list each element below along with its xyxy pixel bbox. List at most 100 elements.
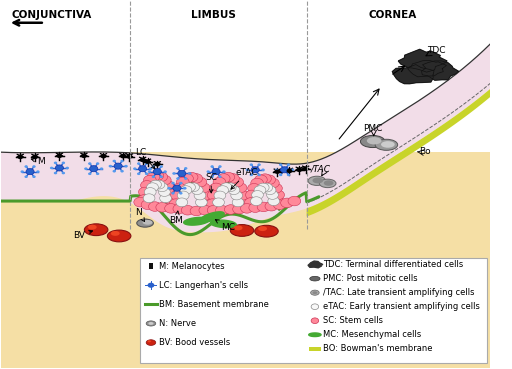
Circle shape [265,201,278,211]
Circle shape [246,190,258,200]
Circle shape [153,180,165,189]
Circle shape [261,169,265,171]
Circle shape [137,162,140,165]
Circle shape [120,160,124,162]
Ellipse shape [108,230,131,242]
Circle shape [156,203,168,212]
Circle shape [201,199,214,208]
Circle shape [291,169,294,171]
Circle shape [221,183,232,192]
Circle shape [143,194,155,203]
Circle shape [224,183,236,192]
Ellipse shape [310,276,320,281]
Circle shape [249,163,253,166]
Ellipse shape [137,219,154,227]
Ellipse shape [147,340,151,342]
Circle shape [281,167,289,173]
Circle shape [212,198,224,207]
Circle shape [245,198,257,207]
Circle shape [251,178,264,188]
Circle shape [188,183,200,192]
Circle shape [267,190,279,199]
Text: M: Melanocytes: M: Melanocytes [159,262,224,270]
Circle shape [311,304,318,310]
Circle shape [145,172,148,175]
Circle shape [84,168,88,170]
Circle shape [152,165,155,168]
Text: MC: Mesenchymal cells: MC: Mesenchymal cells [323,330,421,339]
Circle shape [275,169,279,171]
Circle shape [100,154,106,158]
Circle shape [179,182,183,184]
Circle shape [124,165,127,168]
Circle shape [209,183,222,193]
Circle shape [194,177,207,187]
Polygon shape [309,333,321,337]
Circle shape [158,175,171,185]
Circle shape [232,198,244,207]
Text: N: Nerve: N: Nerve [159,319,196,328]
Text: /TAC: /TAC [311,165,331,174]
Circle shape [54,172,57,174]
Circle shape [254,186,266,194]
Text: TDC: TDC [428,46,446,55]
Circle shape [149,168,152,170]
Circle shape [188,172,191,175]
Circle shape [88,162,92,165]
Text: Bo: Bo [419,147,431,156]
Ellipse shape [148,322,154,325]
Circle shape [167,187,171,189]
Ellipse shape [143,220,153,225]
Circle shape [279,163,283,166]
Circle shape [217,174,230,183]
Circle shape [258,173,261,176]
Circle shape [141,180,153,190]
Ellipse shape [312,177,323,183]
Circle shape [218,175,222,178]
Circle shape [154,162,160,166]
Circle shape [249,173,253,176]
Text: /TAC: Late transient amplifying cells: /TAC: Late transient amplifying cells [323,288,474,297]
Text: BM: Basement membrane: BM: Basement membrane [159,300,269,309]
Circle shape [190,174,203,183]
Text: eTAC: Early transient amplifying cells: eTAC: Early transient amplifying cells [323,302,480,311]
Ellipse shape [375,139,398,150]
Circle shape [139,187,151,197]
Circle shape [303,166,309,171]
Circle shape [32,165,36,168]
Circle shape [113,160,116,162]
Circle shape [160,194,172,203]
Circle shape [246,169,249,171]
Circle shape [191,186,203,194]
Circle shape [181,174,194,183]
Text: PMC: PMC [363,124,382,133]
Circle shape [172,192,175,194]
Circle shape [176,177,180,180]
Circle shape [287,163,290,166]
Text: BM: BM [169,211,183,225]
Circle shape [25,165,28,168]
Text: CONJUNCTIVA: CONJUNCTIVA [12,10,92,20]
Circle shape [141,200,154,210]
Ellipse shape [324,180,333,186]
Text: SC: Stem cells: SC: Stem cells [323,316,383,325]
Circle shape [109,165,112,168]
Circle shape [36,170,39,173]
Circle shape [126,154,133,159]
Ellipse shape [255,225,278,237]
Bar [1,1,490,152]
Circle shape [287,169,292,173]
Ellipse shape [146,321,156,326]
Ellipse shape [146,340,156,345]
Circle shape [179,192,183,194]
Ellipse shape [360,135,385,148]
Circle shape [177,191,189,200]
Circle shape [268,197,280,206]
Circle shape [172,172,176,175]
Circle shape [185,172,198,182]
Circle shape [147,172,160,182]
Circle shape [199,206,211,215]
Circle shape [144,187,156,196]
Circle shape [259,174,271,183]
Circle shape [170,190,183,200]
